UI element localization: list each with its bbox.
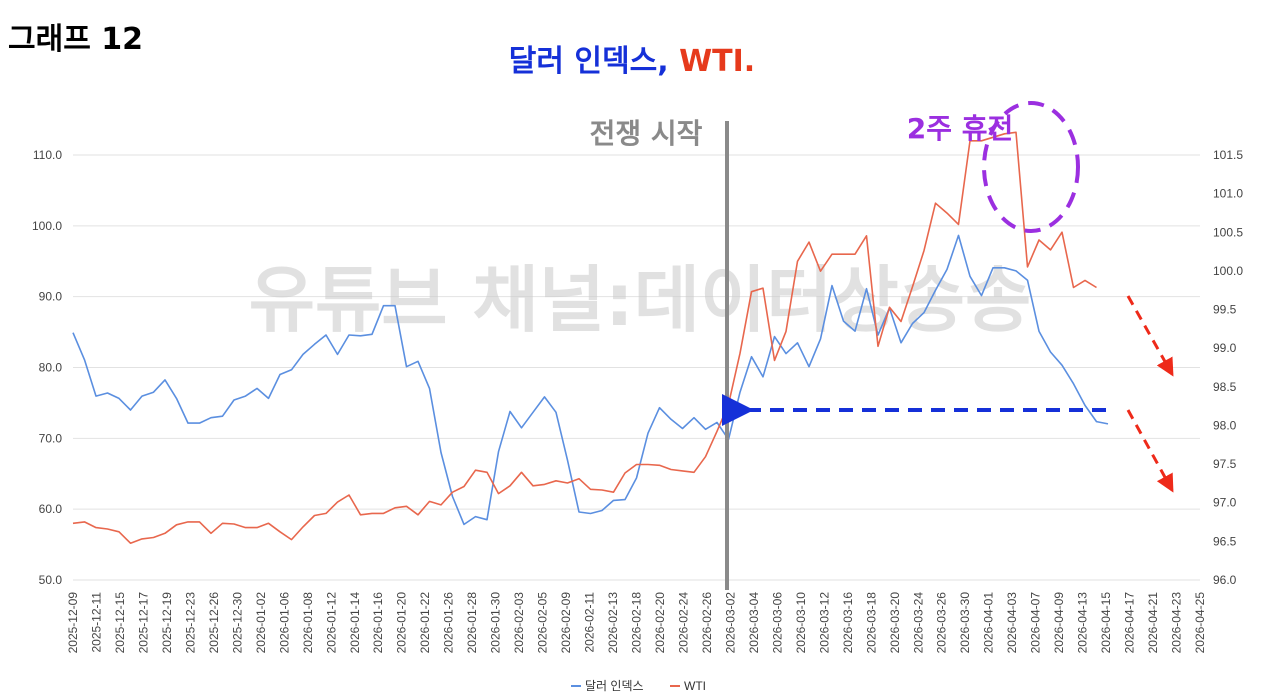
right-tick-label: 97.0 [1213, 496, 1237, 510]
left-tick-label: 110.0 [33, 148, 62, 162]
left-tick-label: 70.0 [39, 431, 63, 445]
series-layer [72, 131, 1109, 545]
x-tick-label: 2026-01-02 [254, 592, 268, 654]
gridlines [73, 154, 1200, 581]
right-tick-label: 96.5 [1213, 534, 1237, 548]
x-tick-label: 2026-02-03 [512, 592, 526, 654]
x-tick-label: 2026-01-16 [371, 592, 385, 654]
right-tick-label: 101.0 [1213, 187, 1243, 201]
x-tick-label: 2026-04-25 [1193, 592, 1207, 654]
x-tick-label: 2026-04-17 [1123, 592, 1137, 654]
ceasefire-circle [982, 101, 1080, 233]
left-tick-label: 80.0 [39, 361, 63, 375]
left-axis: 50.0 60.0 70.0 80.0 90.0 100.0 110.0 [32, 148, 62, 587]
x-tick-label: 2026-01-30 [489, 592, 503, 654]
x-tick-label: 2026-01-20 [395, 592, 409, 654]
x-tick-label: 2025-12-26 [207, 592, 221, 654]
x-tick-label: 2026-03-10 [794, 592, 808, 654]
x-tick-label: 2026-02-26 [700, 592, 714, 654]
legend: 달러 인덱스 WTI [571, 679, 706, 693]
x-tick-label: 2026-04-23 [1170, 592, 1184, 654]
right-axis: 96.0 96.5 97.0 97.5 98.0 98.5 99.0 99.5 100.0 100… [1213, 148, 1243, 587]
x-tick-label: 2026-02-24 [676, 592, 690, 654]
annotations: 전쟁 시작 2주 휴전 [590, 101, 1174, 590]
x-tick-label: 2026-03-20 [888, 592, 902, 654]
chart-title: 달러 인덱스, WTI. [0, 36, 1264, 80]
red-dashed-arrow-lower [1126, 409, 1174, 493]
x-tick-label: 2025-12-30 [230, 592, 244, 654]
x-tick-label: 2026-04-13 [1076, 592, 1090, 654]
x-tick-label: 2026-03-12 [817, 592, 831, 654]
x-tick-label: 2026-02-05 [536, 592, 550, 654]
x-tick-label: 2026-02-11 [583, 592, 597, 653]
title-dollar-index: 달러 인덱스, [508, 44, 669, 79]
x-tick-label: 2026-04-07 [1029, 592, 1043, 654]
watermark: 유튜브 채널:데이터상송송 [249, 258, 1032, 342]
x-tick-label: 2026-01-22 [418, 592, 432, 654]
x-tick-label: 2026-02-13 [606, 592, 620, 654]
left-tick-label: 60.0 [39, 502, 63, 516]
x-tick-label: 2026-03-02 [723, 592, 737, 654]
right-tick-label: 96.0 [1213, 573, 1237, 587]
x-tick-label: 2025-12-15 [113, 592, 127, 654]
x-tick-label: 2026-01-28 [465, 592, 479, 654]
x-tick-label: 2026-01-08 [301, 592, 315, 654]
x-tick-label: 2026-04-09 [1052, 592, 1066, 654]
x-tick-label: 2026-02-20 [653, 592, 667, 654]
x-tick-label: 2026-03-04 [747, 592, 761, 654]
x-tick-label: 2026-04-21 [1146, 592, 1160, 654]
red-dashed-arrow-upper [1126, 295, 1174, 377]
legend-label: WTI [684, 679, 706, 693]
title-wti: WTI. [679, 44, 756, 79]
x-tick-label: 2026-03-24 [911, 592, 925, 654]
x-tick-label: 2026-03-26 [935, 592, 949, 654]
x-tick-label: 2026-01-06 [277, 592, 291, 654]
x-tick-label: 2026-03-18 [864, 592, 878, 654]
right-tick-label: 99.5 [1213, 303, 1237, 317]
x-tick-label: 2025-12-09 [66, 592, 80, 654]
x-tick-label: 2026-01-14 [348, 592, 362, 654]
x-tick-label: 2026-01-12 [324, 592, 338, 654]
page-label: 그래프 12 [8, 22, 143, 57]
x-tick-label: 2025-12-17 [136, 592, 150, 654]
right-tick-label: 99.0 [1213, 341, 1237, 355]
right-tick-label: 100.5 [1213, 225, 1243, 239]
right-tick-label: 97.5 [1213, 457, 1237, 471]
x-tick-label: 2026-04-01 [982, 592, 996, 654]
x-tick-label: 2026-02-18 [630, 592, 644, 654]
war-start-label: 전쟁 시작 [590, 117, 703, 150]
left-tick-label: 100.0 [32, 219, 62, 233]
right-tick-label: 100.0 [1213, 264, 1243, 278]
x-tick-label: 2026-03-30 [958, 592, 972, 654]
right-tick-label: 101.5 [1213, 148, 1243, 162]
right-tick-label: 98.5 [1213, 380, 1237, 394]
x-tick-label: 2026-02-09 [559, 592, 573, 654]
x-tick-label: 2026-01-26 [442, 592, 456, 654]
ceasefire-label: 2주 휴전 [907, 112, 1014, 145]
x-tick-label: 2025-12-19 [160, 592, 174, 654]
x-tick-label: 2025-12-23 [183, 592, 197, 654]
x-tick-label: 2026-04-15 [1099, 592, 1113, 654]
x-tick-label: 2025-12-11 [89, 592, 103, 653]
left-tick-label: 90.0 [39, 290, 63, 304]
left-tick-label: 50.0 [39, 573, 63, 587]
series-dollar-index-line [72, 234, 1109, 526]
x-tick-label: 2026-03-16 [841, 592, 855, 654]
x-axis: 2025-12-09 2025-12-11 2025-12-15 2025-12-17… [66, 592, 1207, 654]
series-wti-line [72, 131, 1097, 545]
right-tick-label: 98.0 [1213, 418, 1237, 432]
x-tick-label: 2026-03-06 [770, 592, 784, 654]
x-tick-label: 2026-04-03 [1005, 592, 1019, 654]
legend-label: 달러 인덱스 [585, 679, 644, 693]
